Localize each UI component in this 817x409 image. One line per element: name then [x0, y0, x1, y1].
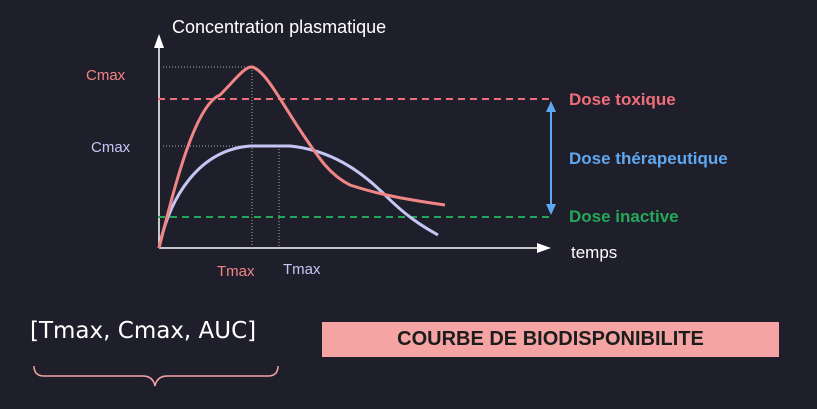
y-axis-arrowhead	[154, 34, 164, 48]
parameters-brace	[33, 365, 279, 387]
therapeutic-arrowhead-up	[546, 101, 556, 112]
x-axis-label: temps	[571, 243, 617, 262]
therapeutic-dose-label: Dose thérapeutique	[569, 149, 728, 168]
parameters-list: [Tmax, Cmax, AUC]	[30, 318, 257, 344]
tmax-blue-label: Tmax	[283, 261, 321, 278]
x-axis-arrowhead	[537, 243, 551, 253]
therapeutic-arrowhead-down	[546, 204, 556, 215]
red-concentration-curve	[157, 65, 446, 249]
tmax-red-label: Tmax	[217, 263, 255, 280]
blue-concentration-curve	[157, 144, 439, 249]
y-axis-label: Concentration plasmatique	[172, 17, 386, 37]
cmax-blue-label: Cmax	[91, 139, 131, 156]
inactive-dose-label: Dose inactive	[569, 207, 679, 226]
page-title: COURBE DE BIODISPONIBILITE	[322, 322, 779, 357]
cmax-red-label: Cmax	[86, 67, 126, 84]
page-title-text: COURBE DE BIODISPONIBILITE	[397, 328, 704, 350]
toxic-dose-label: Dose toxique	[569, 90, 676, 109]
